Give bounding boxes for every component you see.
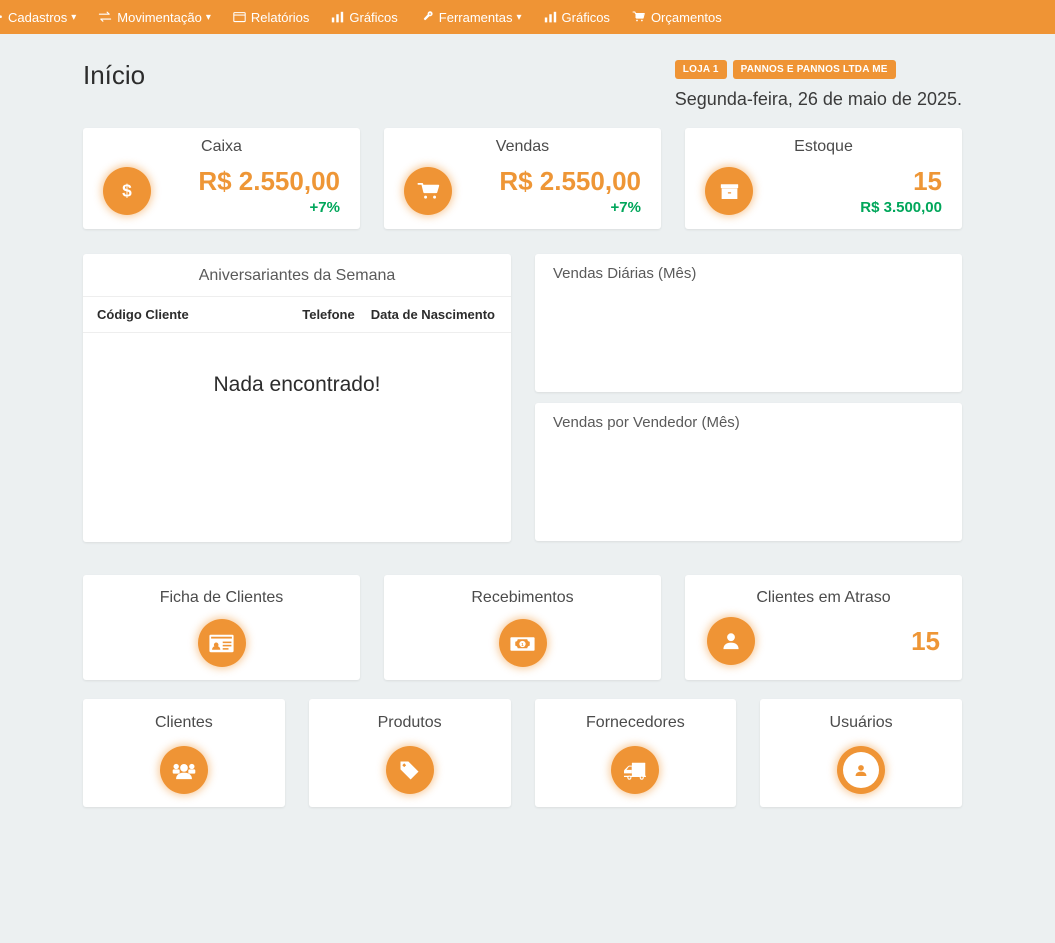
svg-text:$: $ <box>122 180 132 200</box>
